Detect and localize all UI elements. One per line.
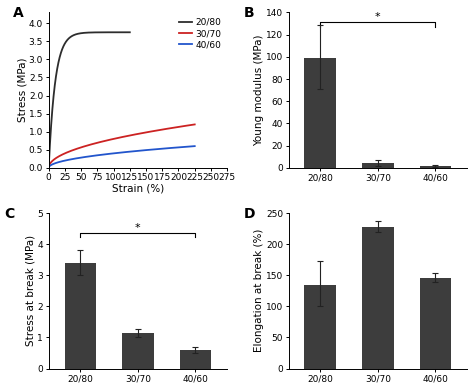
20/80 xyxy=(105,30,110,35)
Bar xyxy=(64,263,96,369)
Line: 40/60: 40/60 xyxy=(49,146,195,168)
Y-axis label: Stress (MPa): Stress (MPa) xyxy=(18,58,27,122)
40/60 xyxy=(104,152,109,156)
30/70 xyxy=(151,129,157,133)
Bar xyxy=(419,278,451,369)
Y-axis label: Elongation at break (%): Elongation at break (%) xyxy=(255,229,264,353)
Bar xyxy=(362,227,393,369)
Text: B: B xyxy=(244,6,255,20)
Bar xyxy=(122,333,154,369)
40/60 xyxy=(93,153,99,158)
Legend: 20/80, 30/70, 40/60: 20/80, 30/70, 40/60 xyxy=(178,17,223,50)
30/70 xyxy=(152,128,158,133)
40/60 xyxy=(64,158,69,163)
40/60 xyxy=(192,144,198,149)
30/70 xyxy=(46,165,52,170)
Bar xyxy=(180,351,211,369)
Text: C: C xyxy=(4,207,14,221)
X-axis label: Strain (%): Strain (%) xyxy=(112,184,164,194)
Bar xyxy=(419,166,451,168)
40/60 xyxy=(138,148,144,153)
20/80 xyxy=(72,32,78,37)
30/70 xyxy=(64,151,69,155)
20/80 xyxy=(46,165,52,170)
30/70 xyxy=(104,138,109,143)
20/80 xyxy=(104,30,110,35)
Line: 30/70: 30/70 xyxy=(49,124,195,168)
Y-axis label: Young modulus (MPa): Young modulus (MPa) xyxy=(255,34,264,146)
Text: D: D xyxy=(244,207,255,221)
20/80 xyxy=(55,60,61,65)
Text: *: * xyxy=(375,12,381,22)
40/60 xyxy=(46,165,52,170)
Line: 20/80: 20/80 xyxy=(49,32,130,168)
Text: *: * xyxy=(135,223,141,233)
Y-axis label: Stress at break (MPa): Stress at break (MPa) xyxy=(26,235,36,346)
30/70 xyxy=(138,131,144,136)
20/80 xyxy=(127,30,133,35)
40/60 xyxy=(151,147,157,152)
Text: A: A xyxy=(13,6,24,20)
20/80 xyxy=(97,30,102,35)
30/70 xyxy=(93,141,99,145)
30/70 xyxy=(192,122,198,127)
Bar xyxy=(304,58,336,168)
Bar xyxy=(362,163,393,168)
20/80 xyxy=(78,31,83,35)
Bar xyxy=(304,285,336,369)
40/60 xyxy=(152,147,158,152)
